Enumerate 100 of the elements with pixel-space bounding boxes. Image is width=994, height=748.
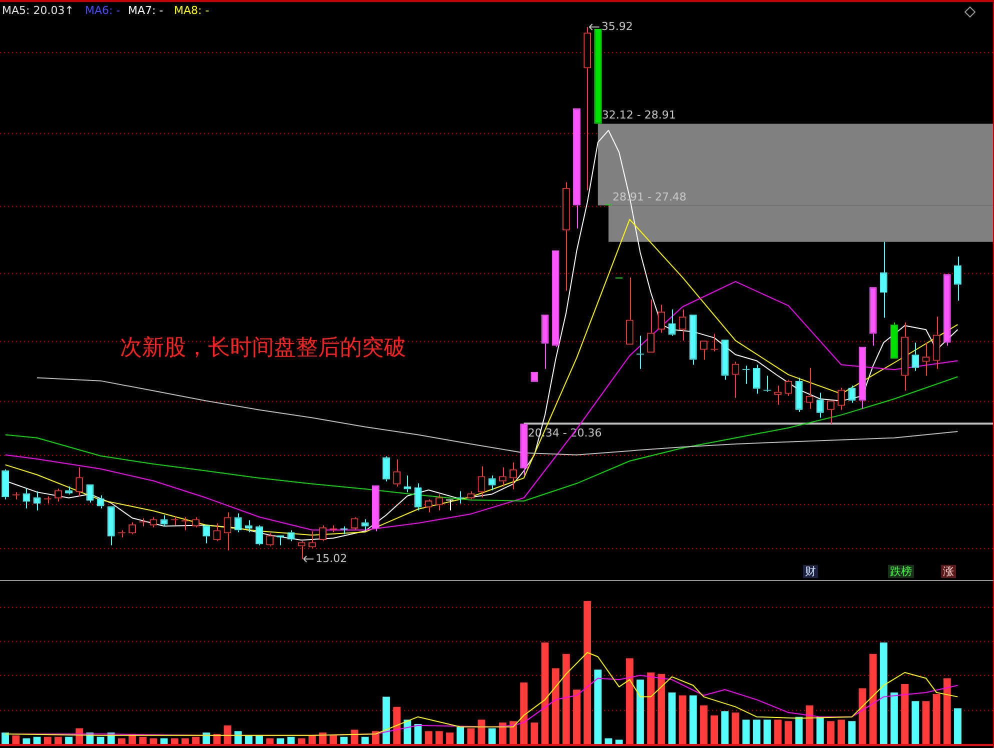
candlestick <box>234 512 242 533</box>
bar <box>361 736 369 744</box>
bar <box>700 705 708 744</box>
candlestick <box>912 342 920 372</box>
bar <box>626 658 634 744</box>
text: 涨 <box>941 565 956 578</box>
bar <box>689 695 697 744</box>
candlestick <box>33 490 41 511</box>
candlestick <box>319 524 326 542</box>
bar <box>901 684 908 744</box>
text: 财 <box>803 565 818 578</box>
candlestick <box>943 274 951 346</box>
bar <box>276 738 284 744</box>
bar <box>827 721 834 744</box>
bar <box>541 642 549 744</box>
candlestick <box>414 482 422 511</box>
candlestick <box>287 530 295 542</box>
bar <box>678 695 686 744</box>
bar <box>2 732 9 744</box>
candlestick <box>626 276 634 345</box>
candlestick <box>298 540 306 560</box>
candlestick <box>795 377 803 412</box>
candlestick <box>901 322 908 392</box>
bar <box>594 670 602 744</box>
text: MA5: 20.03↑ <box>2 4 74 17</box>
bar <box>520 682 528 744</box>
bar <box>858 688 866 744</box>
bar <box>943 678 951 744</box>
bar <box>890 692 898 744</box>
bar <box>456 726 464 744</box>
candlestick <box>382 456 390 482</box>
bar <box>912 701 920 744</box>
candlestick <box>774 385 782 406</box>
candlestick <box>244 520 252 533</box>
bar <box>816 716 824 744</box>
bar <box>244 735 252 744</box>
candlestick <box>552 250 560 348</box>
candlestick <box>86 484 94 503</box>
bar <box>488 728 496 744</box>
candlestick <box>65 486 72 495</box>
bar <box>774 720 782 744</box>
bar <box>44 736 52 744</box>
candlestick <box>372 485 380 532</box>
bar <box>510 721 517 744</box>
text: MA7: - <box>128 4 164 17</box>
candlestick <box>658 304 666 334</box>
bar <box>202 732 210 744</box>
candlestick <box>2 468 9 500</box>
candlestick <box>858 346 866 410</box>
candlestick <box>752 364 760 394</box>
bar <box>848 721 856 744</box>
bar <box>467 728 475 744</box>
bar <box>424 731 432 744</box>
bar <box>795 716 803 744</box>
candlestick <box>954 256 962 302</box>
candlestick <box>361 518 369 531</box>
candlestick <box>96 494 104 509</box>
bar <box>530 722 538 744</box>
candlestick <box>573 108 580 229</box>
bar <box>668 692 676 744</box>
annotation: 15.02 <box>316 552 348 565</box>
bar <box>22 738 30 744</box>
bar <box>498 722 506 744</box>
text: MA6: - <box>85 4 120 17</box>
candlestick <box>816 392 824 418</box>
bar <box>12 735 20 744</box>
bar <box>213 734 221 744</box>
bar <box>742 720 750 744</box>
candlestick <box>330 524 338 533</box>
bar <box>869 654 877 744</box>
bar <box>922 701 930 744</box>
text: MA8: - <box>174 4 210 17</box>
candlestick <box>256 524 263 546</box>
candlestick <box>880 241 888 318</box>
bar <box>340 736 348 744</box>
bar <box>752 720 760 744</box>
candlestick <box>488 475 496 491</box>
bar <box>319 732 326 744</box>
bar <box>54 736 62 744</box>
bar <box>552 668 560 744</box>
candlestick <box>689 314 697 366</box>
bar <box>181 738 189 744</box>
bar <box>658 674 666 744</box>
candlestick <box>478 466 486 498</box>
candlestick <box>520 424 528 476</box>
bar <box>308 735 316 744</box>
candlestick <box>562 182 570 292</box>
bar <box>414 724 422 744</box>
bar <box>932 694 940 744</box>
bar <box>287 736 295 744</box>
candlestick <box>541 314 549 370</box>
bar <box>139 736 147 744</box>
bar <box>732 712 740 744</box>
bar <box>636 680 644 744</box>
bar <box>584 601 592 744</box>
bar <box>647 672 655 744</box>
bar <box>256 735 263 744</box>
candlestick <box>721 340 729 380</box>
candlestick <box>647 299 655 353</box>
bar <box>721 711 729 744</box>
